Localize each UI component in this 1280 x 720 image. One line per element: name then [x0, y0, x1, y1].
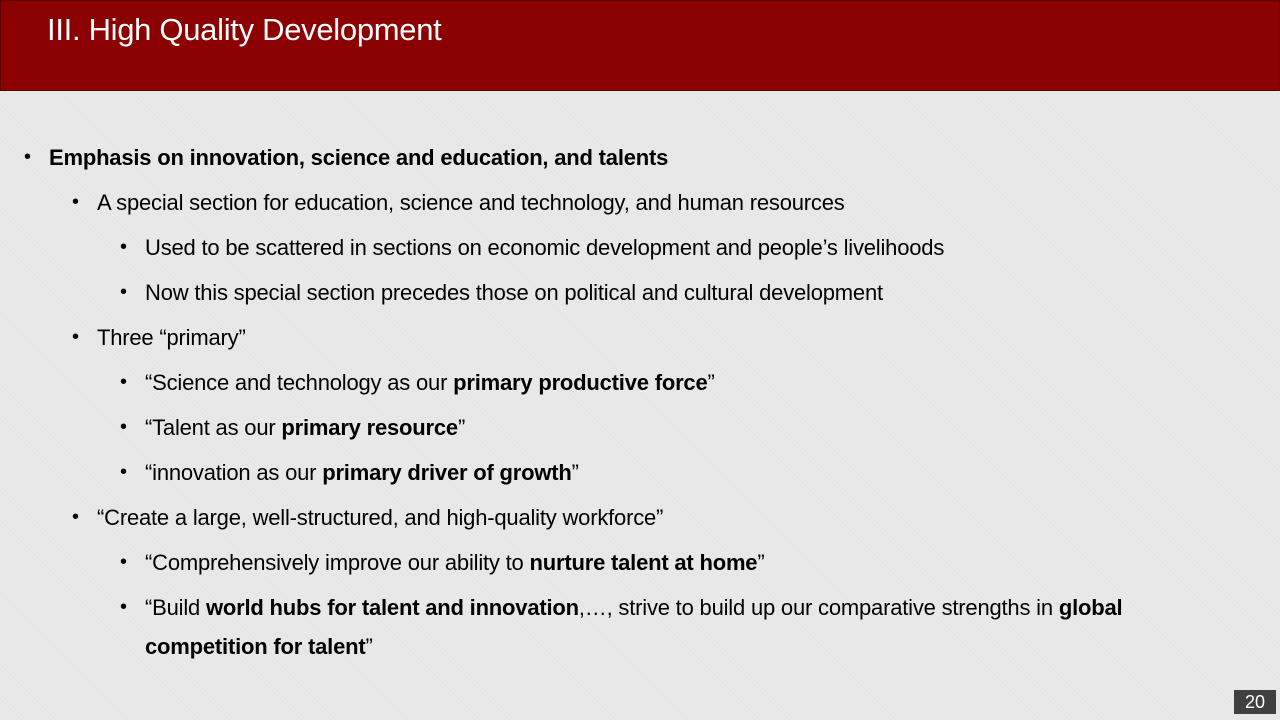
- bullet-icon: •: [120, 371, 127, 393]
- bullet-icon: •: [120, 281, 127, 303]
- bullet-icon: •: [72, 326, 79, 348]
- bullet-text: ”: [571, 460, 579, 485]
- bullet-text: Used to be scattered in sections on econ…: [145, 235, 945, 260]
- bullet-text: ”: [757, 550, 765, 575]
- bullet-icon: •: [120, 461, 127, 483]
- bullet-text-bold: nurture talent at home: [529, 550, 758, 575]
- bullet-text: ”: [457, 415, 466, 440]
- bullet-text: ”: [707, 370, 715, 395]
- bullet-level2: • Three “primary”: [72, 318, 246, 357]
- bullet-text: “Talent as our: [145, 415, 282, 440]
- page-number: 20: [1234, 690, 1276, 714]
- bullet-level1: • Emphasis on innovation, science and ed…: [24, 138, 669, 177]
- bullet-text-bold: primary driver of growth: [322, 460, 572, 485]
- bullet-text: A special section for education, science…: [97, 190, 845, 215]
- bullet-text: Three “primary”: [97, 325, 246, 350]
- bullet-level2: • A special section for education, scien…: [72, 183, 845, 222]
- slide-title: III. High Quality Development: [47, 12, 442, 47]
- bullet-icon: •: [120, 416, 127, 438]
- bullet-level3: • Now this special section precedes thos…: [120, 273, 883, 312]
- bullet-level3: • “Talent as our primary resource”: [120, 408, 466, 447]
- bullet-text: “Create a large, well-structured, and hi…: [97, 505, 664, 530]
- bullet-text: “Comprehensively improve our ability to: [145, 550, 530, 575]
- bullet-text-bold: world hubs for talent and innovation: [205, 595, 579, 620]
- bullet-icon: •: [120, 236, 127, 258]
- bullet-text: ,…, strive to build up our comparative s…: [578, 595, 1059, 620]
- bullet-text: “innovation as our: [145, 460, 323, 485]
- bullet-icon: •: [120, 596, 127, 618]
- bullet-text-bold: Emphasis on innovation, science and educ…: [49, 145, 669, 170]
- bullet-text: “Build: [145, 595, 206, 620]
- bullet-text: “Science and technology as our: [145, 370, 454, 395]
- bullet-level3: • Used to be scattered in sections on ec…: [120, 228, 945, 267]
- bullet-level3: • “Comprehensively improve our ability t…: [120, 543, 765, 582]
- bullet-text-bold: global competition for talent: [145, 595, 1123, 659]
- title-bar: III. High Quality Development: [0, 0, 1280, 91]
- bullet-level2: • “Create a large, well-structured, and …: [72, 498, 664, 537]
- bullet-icon: •: [24, 146, 31, 168]
- bullet-icon: •: [120, 551, 127, 573]
- bullet-level3: • “Build world hubs for talent and innov…: [120, 588, 1245, 666]
- bullet-level3: • “Science and technology as our primary…: [120, 363, 715, 402]
- bullet-level3: • “innovation as our primary driver of g…: [120, 453, 579, 492]
- bullet-icon: •: [72, 191, 79, 213]
- bullet-text: Now this special section precedes those …: [145, 280, 883, 305]
- bullet-text-bold: primary productive force: [453, 370, 708, 395]
- bullet-text-bold: primary resource: [281, 415, 458, 440]
- bullet-text: ”: [365, 634, 373, 659]
- bullet-icon: •: [72, 506, 79, 528]
